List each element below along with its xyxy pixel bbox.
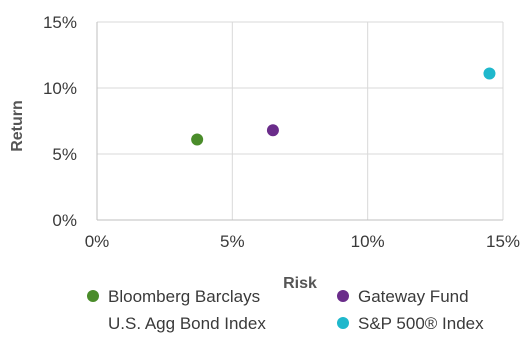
x-tick-label: 0%	[85, 232, 110, 251]
x-tick-label: 10%	[351, 232, 385, 251]
x-tick-label: 5%	[220, 232, 245, 251]
data-point-1	[266, 124, 279, 137]
legend-label-0: Bloomberg Barclays	[108, 287, 260, 306]
y-tick-label: 10%	[43, 79, 77, 98]
legend-label-1: Gateway Fund	[358, 287, 469, 306]
legend-label-0: U.S. Agg Bond Index	[108, 314, 266, 333]
y-axis-ticks: 0% 5% 10% 15%	[43, 13, 77, 230]
y-tick-label: 5%	[52, 145, 77, 164]
y-axis-title: Return	[9, 100, 26, 152]
plot-axes	[96, 22, 503, 221]
x-tick-label: 15%	[486, 232, 520, 251]
legend-label-2: S&P 500® Index	[358, 314, 484, 333]
legend-marker-0	[87, 290, 99, 302]
data-points	[191, 67, 496, 146]
y-tick-label: 0%	[52, 211, 77, 230]
y-tick-label: 15%	[43, 13, 77, 32]
legend-marker-2	[337, 317, 349, 329]
x-axis-title: Risk	[283, 275, 317, 292]
legend: Bloomberg Barclays U.S. Agg Bond Index Gat…	[87, 287, 484, 333]
x-axis-ticks: 0% 5% 10% 15%	[85, 232, 520, 251]
data-point-0	[191, 133, 204, 146]
grid-lines	[96, 21, 504, 221]
data-point-2	[483, 67, 496, 80]
legend-marker-1	[337, 290, 349, 302]
